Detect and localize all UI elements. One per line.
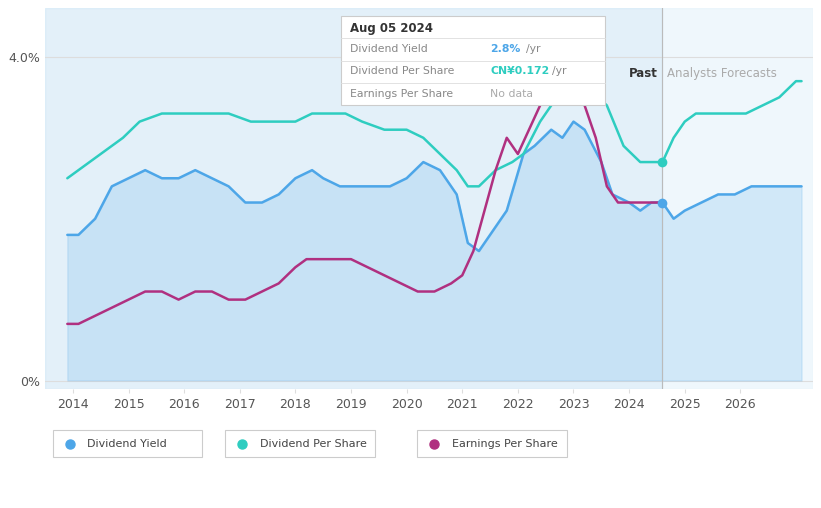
FancyBboxPatch shape — [417, 430, 567, 457]
Text: No data: No data — [490, 89, 534, 99]
Bar — [663, 8, 813, 389]
Text: Past: Past — [629, 67, 658, 80]
Text: Dividend Per Share: Dividend Per Share — [350, 67, 454, 76]
Text: Analysts Forecasts: Analysts Forecasts — [667, 67, 777, 80]
Text: CN¥0.172: CN¥0.172 — [490, 67, 549, 76]
Text: Earnings Per Share: Earnings Per Share — [350, 89, 453, 99]
Text: Dividend Per Share: Dividend Per Share — [260, 439, 367, 449]
FancyBboxPatch shape — [226, 430, 375, 457]
Text: /yr: /yr — [552, 67, 566, 76]
FancyBboxPatch shape — [53, 430, 203, 457]
Text: /yr: /yr — [525, 44, 540, 54]
Text: Dividend Yield: Dividend Yield — [87, 439, 167, 449]
Bar — [45, 8, 663, 389]
Text: 2.8%: 2.8% — [490, 44, 521, 54]
Text: Aug 05 2024: Aug 05 2024 — [350, 22, 433, 35]
Text: Earnings Per Share: Earnings Per Share — [452, 439, 557, 449]
FancyBboxPatch shape — [341, 16, 605, 105]
Text: Dividend Yield: Dividend Yield — [350, 44, 428, 54]
